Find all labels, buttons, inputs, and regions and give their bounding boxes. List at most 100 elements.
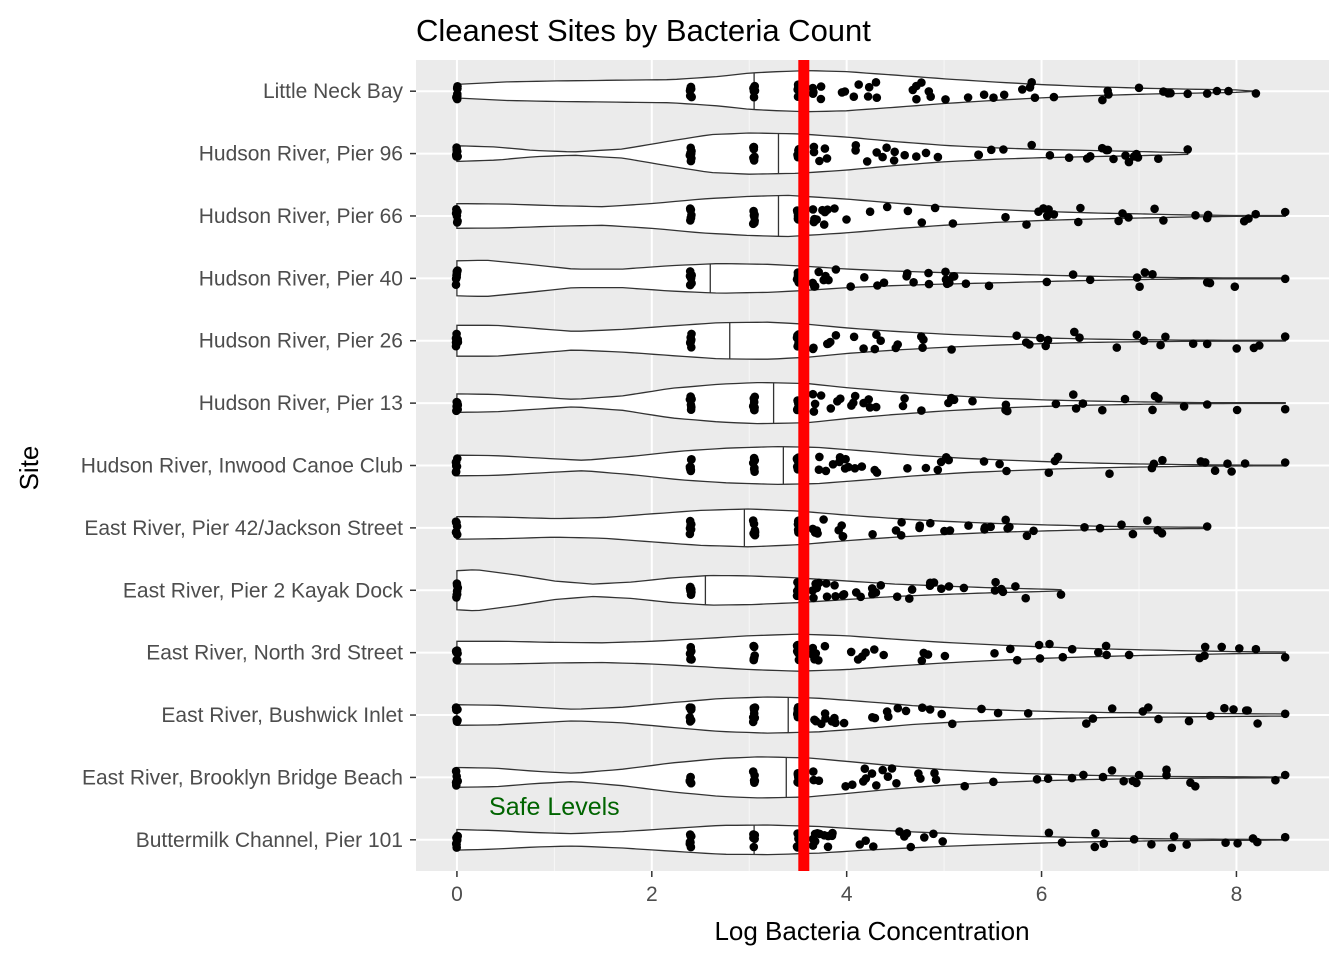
- data-point: [1107, 704, 1117, 713]
- data-point: [1156, 340, 1165, 350]
- data-point: [750, 218, 759, 228]
- data-point: [948, 719, 957, 729]
- data-point: [1280, 709, 1290, 719]
- data-point: [815, 156, 824, 166]
- data-point: [1280, 832, 1290, 842]
- data-point: [1129, 152, 1139, 161]
- data-point: [857, 652, 867, 661]
- data-point: [820, 641, 830, 651]
- data-point: [937, 584, 946, 593]
- data-point: [890, 147, 899, 157]
- data-point: [1280, 458, 1290, 467]
- data-point: [1191, 211, 1200, 220]
- data-point: [686, 590, 696, 599]
- data-point: [840, 464, 850, 473]
- data-point: [1124, 650, 1134, 660]
- data-point: [810, 399, 820, 409]
- y-tick-label: Buttermilk Channel, Pier 101: [136, 829, 403, 852]
- data-point: [750, 467, 759, 477]
- data-point: [1105, 469, 1114, 479]
- data-point: [993, 708, 1003, 718]
- data-point: [979, 90, 989, 99]
- data-point: [1071, 404, 1081, 413]
- data-point: [1232, 405, 1242, 415]
- y-tick-label: Hudson River, Pier 66: [199, 205, 403, 228]
- data-point: [917, 332, 926, 341]
- data-point: [1076, 203, 1085, 213]
- data-point: [686, 273, 696, 283]
- data-point: [1154, 394, 1163, 403]
- data-point: [1280, 332, 1290, 341]
- data-point: [451, 208, 461, 218]
- data-point: [990, 586, 1000, 595]
- data-point: [452, 267, 462, 276]
- data-point: [1147, 463, 1157, 473]
- data-point: [810, 715, 819, 725]
- data-point: [1280, 404, 1290, 414]
- data-point: [685, 529, 695, 539]
- data-point: [830, 204, 839, 213]
- data-point: [879, 650, 888, 660]
- data-point: [750, 776, 759, 785]
- data-point: [1104, 90, 1113, 99]
- data-point: [1098, 95, 1107, 105]
- data-point: [1280, 770, 1290, 780]
- data-point: [452, 581, 462, 590]
- data-point: [848, 780, 857, 789]
- data-point: [892, 779, 901, 788]
- data-point: [846, 647, 856, 657]
- data-point: [1200, 458, 1210, 467]
- data-point: [917, 406, 926, 415]
- data-point: [837, 88, 847, 97]
- x-tick-label: 8: [1231, 883, 1243, 906]
- data-point: [1101, 641, 1111, 651]
- data-point: [867, 769, 877, 778]
- data-point: [822, 579, 831, 588]
- data-point: [1167, 843, 1177, 853]
- data-point: [1200, 642, 1210, 652]
- data-point: [850, 464, 860, 473]
- data-point: [1018, 85, 1027, 94]
- data-point: [749, 455, 759, 464]
- data-point: [819, 220, 829, 229]
- data-point: [831, 592, 840, 601]
- data-point: [831, 265, 841, 274]
- data-point: [453, 335, 463, 344]
- data-point: [924, 268, 933, 278]
- data-point: [986, 522, 995, 532]
- data-point: [1006, 644, 1015, 654]
- data-point: [959, 583, 969, 593]
- data-point: [1251, 209, 1260, 219]
- data-point: [1069, 390, 1078, 399]
- data-point: [1044, 468, 1054, 478]
- data-point: [871, 402, 881, 412]
- data-point: [1135, 282, 1144, 292]
- data-point: [963, 93, 973, 102]
- data-point: [1075, 333, 1084, 343]
- x-tick-label: 4: [841, 883, 853, 906]
- data-point: [452, 530, 462, 539]
- data-point: [882, 202, 892, 212]
- data-point: [1098, 772, 1108, 782]
- data-point: [1153, 525, 1162, 535]
- data-point: [452, 590, 462, 600]
- violin: [456, 69, 1256, 113]
- data-point: [865, 403, 875, 412]
- violin: [456, 381, 1286, 425]
- data-point: [872, 148, 881, 157]
- data-point: [854, 80, 863, 89]
- data-point: [1134, 83, 1144, 93]
- data-point: [929, 829, 938, 839]
- data-point: [685, 280, 695, 290]
- data-point: [687, 92, 696, 102]
- data-point: [1001, 212, 1010, 222]
- data-point: [908, 85, 918, 95]
- data-point: [453, 705, 462, 714]
- data-point: [893, 340, 902, 349]
- data-point: [1012, 655, 1022, 665]
- data-point: [940, 526, 949, 536]
- data-point: [1039, 204, 1048, 213]
- data-point: [822, 592, 832, 601]
- data-point: [1212, 86, 1222, 96]
- data-point: [820, 207, 830, 217]
